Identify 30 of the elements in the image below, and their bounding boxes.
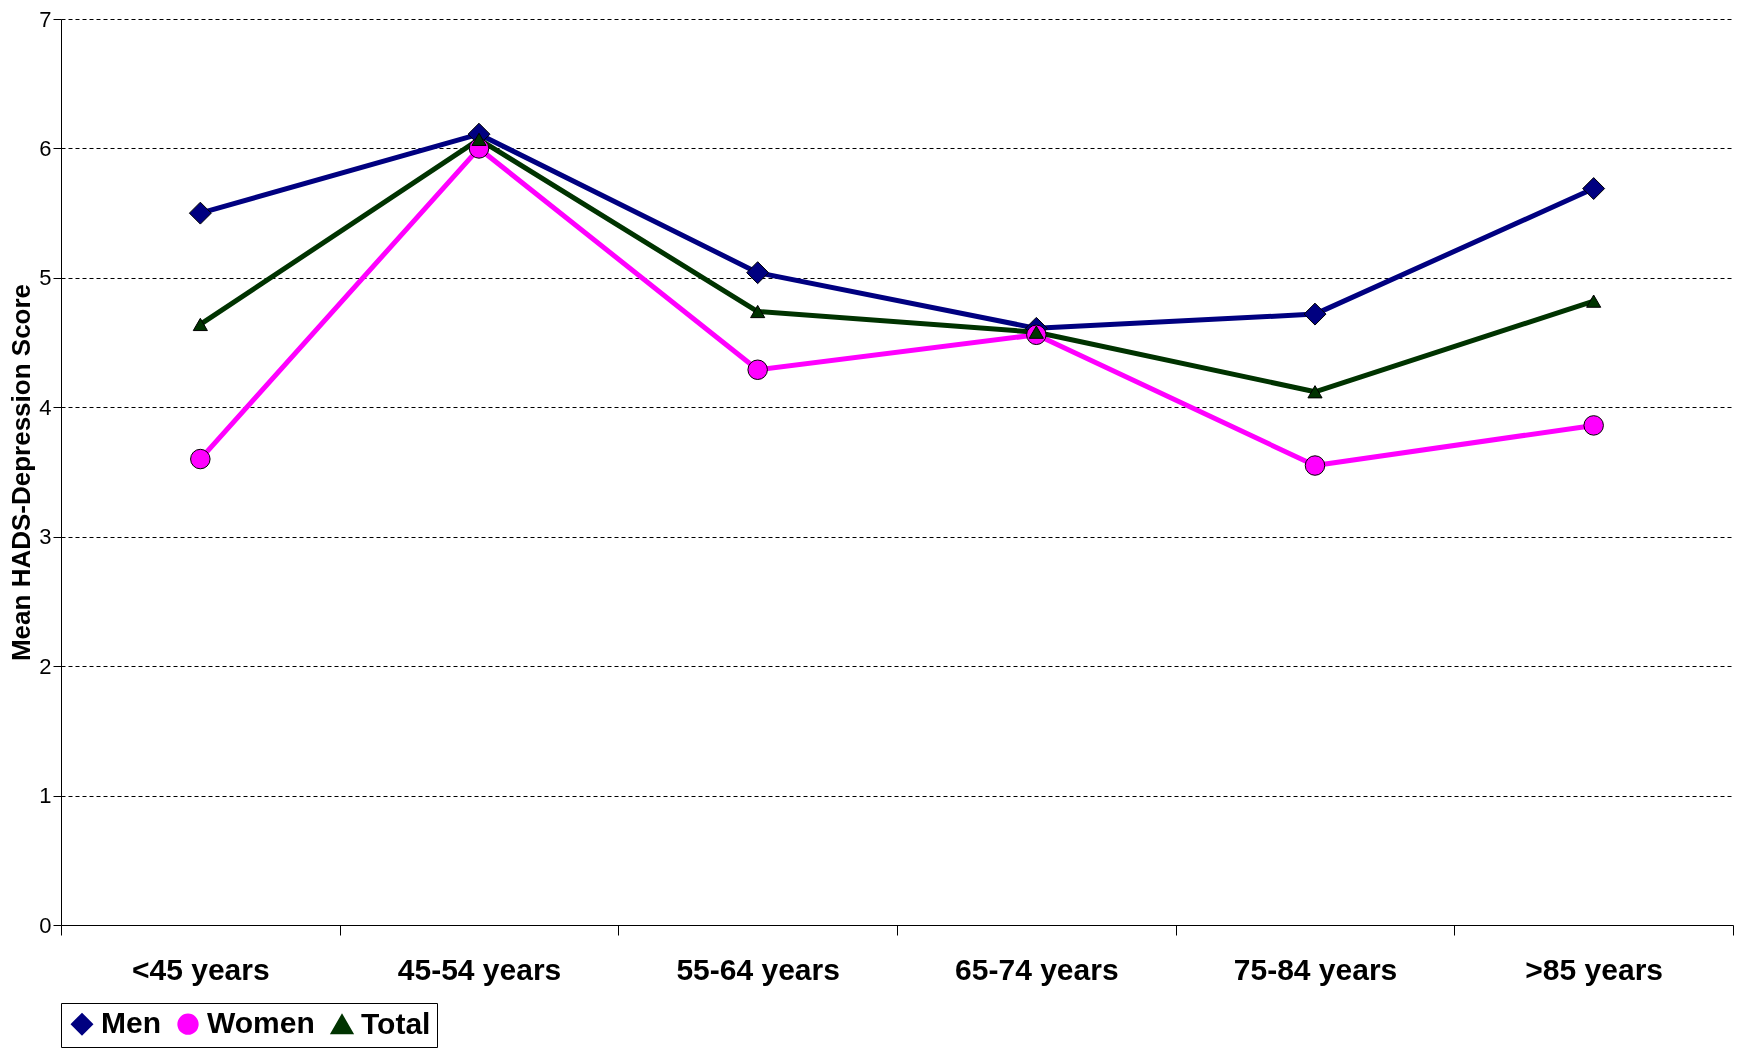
x-tick-label: >85 years: [1525, 952, 1663, 986]
point: [1304, 455, 1326, 476]
x-tick-label: 75-84 years: [1233, 952, 1398, 986]
legend-label: Men: [101, 1006, 161, 1040]
x-tick-label: 65-74 years: [955, 952, 1119, 986]
point: [190, 448, 211, 470]
y-tick-label: 7: [39, 6, 52, 32]
y-tick-label: 6: [39, 135, 52, 161]
point: [750, 304, 766, 319]
point: [746, 261, 770, 285]
y-tick-label: 1: [39, 783, 52, 809]
point: [1303, 302, 1327, 326]
y-tick-label: 0: [39, 912, 52, 938]
legend-label: Total: [361, 1006, 431, 1040]
y-axis-title: Mean HADS-Depression Score: [6, 283, 37, 662]
point: [1583, 415, 1604, 436]
y-tick-label: 4: [39, 394, 52, 420]
point: [1582, 177, 1606, 201]
point: [1586, 294, 1602, 308]
y-tick-label: 5: [39, 265, 52, 291]
y-tick-label: 2: [39, 653, 52, 679]
point: [192, 317, 208, 332]
y-tick-label: 3: [39, 524, 52, 550]
x-tick-label: 45-54 years: [397, 952, 562, 986]
legend-label: Women: [207, 1006, 315, 1040]
point: [747, 359, 768, 380]
point: [188, 201, 212, 225]
x-tick-label: 55-64 years: [676, 952, 840, 986]
x-tick-label: <45 years: [132, 952, 270, 986]
point: [1307, 385, 1323, 399]
